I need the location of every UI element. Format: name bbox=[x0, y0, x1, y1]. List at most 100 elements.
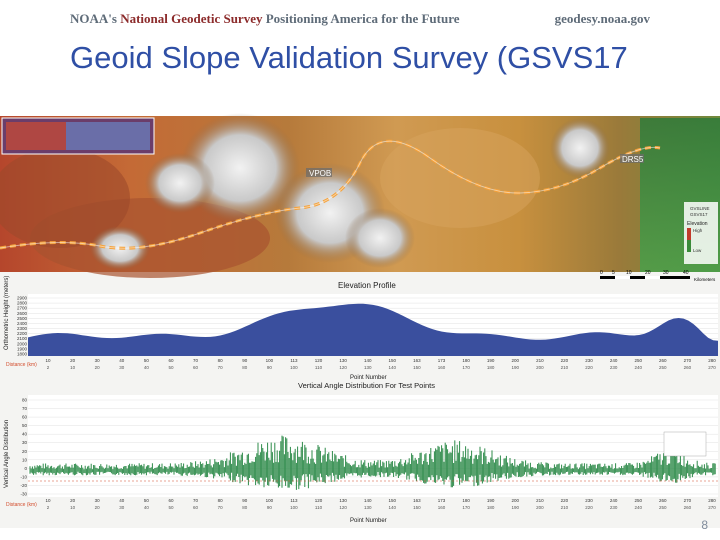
elevation-y-tick: 2000 bbox=[17, 341, 28, 346]
org-prefix: NOAA's bbox=[70, 11, 121, 26]
elevation-chart[interactable]: 2900280027002600250024002300220021002000… bbox=[4, 276, 718, 381]
map-label: VPOB bbox=[309, 169, 331, 178]
vertical-distance-tick: 250 bbox=[659, 505, 667, 510]
elevation-distance-tick: 20 bbox=[95, 365, 101, 370]
elevation-distance-tick: 60 bbox=[193, 365, 199, 370]
elevation-point-tick: 50 bbox=[144, 358, 150, 363]
elevation-point-tick: 100 bbox=[266, 358, 274, 363]
scale-tick: 30 bbox=[663, 270, 669, 276]
vertical-point-tick: 30 bbox=[95, 498, 101, 503]
elevation-y-tick: 2400 bbox=[17, 321, 28, 326]
elevation-distance-tick: 230 bbox=[610, 365, 618, 370]
elevation-point-tick: 30 bbox=[95, 358, 101, 363]
vertical-y-tick: -20 bbox=[20, 483, 27, 488]
vertical-distance-tick: 80 bbox=[242, 505, 248, 510]
vertical-distance-tick: 40 bbox=[144, 505, 150, 510]
vertical-distance-tick: 210 bbox=[561, 505, 569, 510]
vertical-point-tick: 230 bbox=[585, 498, 593, 503]
elevation-distance-tick: 2 bbox=[47, 365, 50, 370]
site-header: NOAA's National Geodetic Survey Position… bbox=[0, 0, 720, 36]
elevation-point-tick: 250 bbox=[634, 358, 642, 363]
elevation-distance-tick: 210 bbox=[561, 365, 569, 370]
elevation-point-tick: 10 bbox=[45, 358, 51, 363]
elevation-point-tick: 280 bbox=[708, 358, 716, 363]
elevation-distance-tick: 50 bbox=[168, 365, 174, 370]
vertical-y-tick: -10 bbox=[20, 474, 27, 479]
elevation-map[interactable]: VPOB DRS5 GVSLINE GSVS17 Elevation High … bbox=[0, 88, 720, 282]
vertical-distance-tick: 190 bbox=[512, 505, 520, 510]
vertical-y-tick: 20 bbox=[22, 449, 28, 454]
elevation-x-label: Point Number bbox=[350, 375, 387, 381]
elevation-y-tick: 2600 bbox=[17, 311, 28, 316]
vertical-distance-tick: 200 bbox=[536, 505, 544, 510]
elevation-distance-tick: 130 bbox=[364, 365, 372, 370]
elevation-distance-tick: 40 bbox=[144, 365, 150, 370]
elevation-distance-tick: 10 bbox=[70, 365, 76, 370]
vertical-point-tick: 190 bbox=[487, 498, 495, 503]
vertical-point-tick: 270 bbox=[684, 498, 692, 503]
slide-title: Geoid Slope Validation Survey (GSVS17 bbox=[70, 40, 628, 75]
vertical-y-tick: -30 bbox=[20, 492, 27, 497]
vertical-angle-series bbox=[29, 435, 716, 490]
vertical-point-tick: 173 bbox=[438, 498, 446, 503]
vertical-point-tick: 250 bbox=[634, 498, 642, 503]
scale-unit: Kilometers bbox=[694, 277, 716, 282]
elevation-distance-tick: 90 bbox=[267, 365, 273, 370]
elevation-point-tick: 163 bbox=[413, 358, 421, 363]
vertical-distance-tick: 20 bbox=[95, 505, 101, 510]
site-url[interactable]: geodesy.noaa.gov bbox=[554, 11, 650, 26]
legend-item: Low bbox=[693, 248, 702, 253]
elevation-y-tick: 2900 bbox=[17, 296, 28, 301]
elevation-profile-area bbox=[28, 303, 718, 356]
elevation-point-tick: 130 bbox=[339, 358, 347, 363]
elevation-point-tick: 260 bbox=[659, 358, 667, 363]
map-label: DRS5 bbox=[622, 155, 644, 164]
vertical-distance-tick: 180 bbox=[487, 505, 495, 510]
vertical-distance-tick: 220 bbox=[585, 505, 593, 510]
elevation-y-tick: 1900 bbox=[17, 346, 28, 351]
elevation-point-tick: 90 bbox=[242, 358, 248, 363]
ngs-logo-text[interactable]: NOAA's National Geodetic Survey Position… bbox=[70, 11, 460, 27]
elevation-point-tick: 80 bbox=[218, 358, 224, 363]
vertical-point-tick: 80 bbox=[218, 498, 224, 503]
vertical-distance-tick: 240 bbox=[634, 505, 642, 510]
elevation-point-tick: 200 bbox=[512, 358, 520, 363]
elevation-point-tick: 40 bbox=[119, 358, 125, 363]
elevation-distance-tick: 240 bbox=[634, 365, 642, 370]
elevation-distance-tick: 110 bbox=[315, 365, 323, 370]
elevation-point-tick: 180 bbox=[462, 358, 470, 363]
elevation-y-tick: 2300 bbox=[17, 326, 28, 331]
vertical-y-tick: 10 bbox=[22, 457, 28, 462]
legend-item: GSVS17 bbox=[690, 212, 708, 217]
elevation-distance-tick: 140 bbox=[389, 365, 397, 370]
vertical-distance-tick: 120 bbox=[339, 505, 347, 510]
station-label-drs5: DRS5 bbox=[620, 154, 644, 164]
vertical-point-tick: 210 bbox=[536, 498, 544, 503]
vertical-point-tick: 40 bbox=[119, 498, 125, 503]
vertical-point-tick: 130 bbox=[339, 498, 347, 503]
elevation-y-tick: 2800 bbox=[17, 301, 28, 306]
elevation-y-tick: 2500 bbox=[17, 316, 28, 321]
station-label-vpob: VPOB bbox=[306, 168, 332, 178]
elevation-y-tick: 2100 bbox=[17, 336, 28, 341]
vertical-point-tick: 90 bbox=[242, 498, 248, 503]
elevation-point-tick: 20 bbox=[70, 358, 76, 363]
vertical-distance-tick: 100 bbox=[290, 505, 298, 510]
vertical-y-tick: 30 bbox=[22, 440, 28, 445]
vertical-distance-tick: 270 bbox=[708, 505, 716, 510]
elevation-point-tick: 240 bbox=[610, 358, 618, 363]
elevation-distance-tick: 250 bbox=[659, 365, 667, 370]
vertical-y-tick: 40 bbox=[22, 432, 28, 437]
vertical-distance-tick: 2 bbox=[47, 505, 50, 510]
vertical-point-tick: 280 bbox=[708, 498, 716, 503]
vertical-distance-tick: 230 bbox=[610, 505, 618, 510]
scale-tick: 0 bbox=[600, 270, 603, 276]
vertical-point-tick: 220 bbox=[561, 498, 569, 503]
vertical-y-tick: 50 bbox=[22, 423, 28, 428]
map-scale-bar: 0 5 10 20 30 40 Kilometers bbox=[600, 270, 716, 282]
vertical-y-tick: 80 bbox=[22, 398, 28, 403]
elevation-point-tick: 113 bbox=[290, 358, 298, 363]
elevation-distance-tick: 200 bbox=[536, 365, 544, 370]
elevation-distance-tick: 260 bbox=[684, 365, 692, 370]
